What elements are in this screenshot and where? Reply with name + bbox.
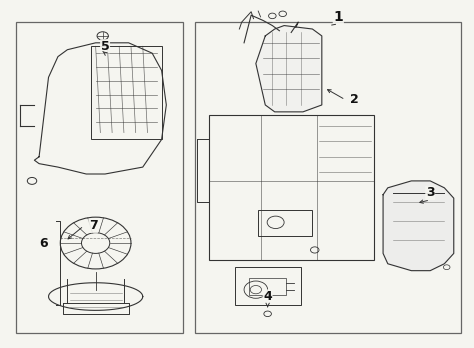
Text: 3: 3 xyxy=(426,187,435,199)
Polygon shape xyxy=(383,181,454,271)
Text: 7: 7 xyxy=(89,219,98,232)
Text: 2: 2 xyxy=(350,93,359,106)
Bar xyxy=(91,46,162,140)
Text: 4: 4 xyxy=(263,290,272,303)
Bar xyxy=(235,267,301,305)
Bar xyxy=(258,210,312,236)
Bar xyxy=(249,278,286,295)
Text: 5: 5 xyxy=(100,40,109,53)
Polygon shape xyxy=(256,25,322,112)
Bar xyxy=(16,22,183,333)
Text: 1: 1 xyxy=(333,10,343,24)
Bar xyxy=(195,22,461,333)
Bar xyxy=(209,115,374,260)
Text: 6: 6 xyxy=(39,237,48,250)
